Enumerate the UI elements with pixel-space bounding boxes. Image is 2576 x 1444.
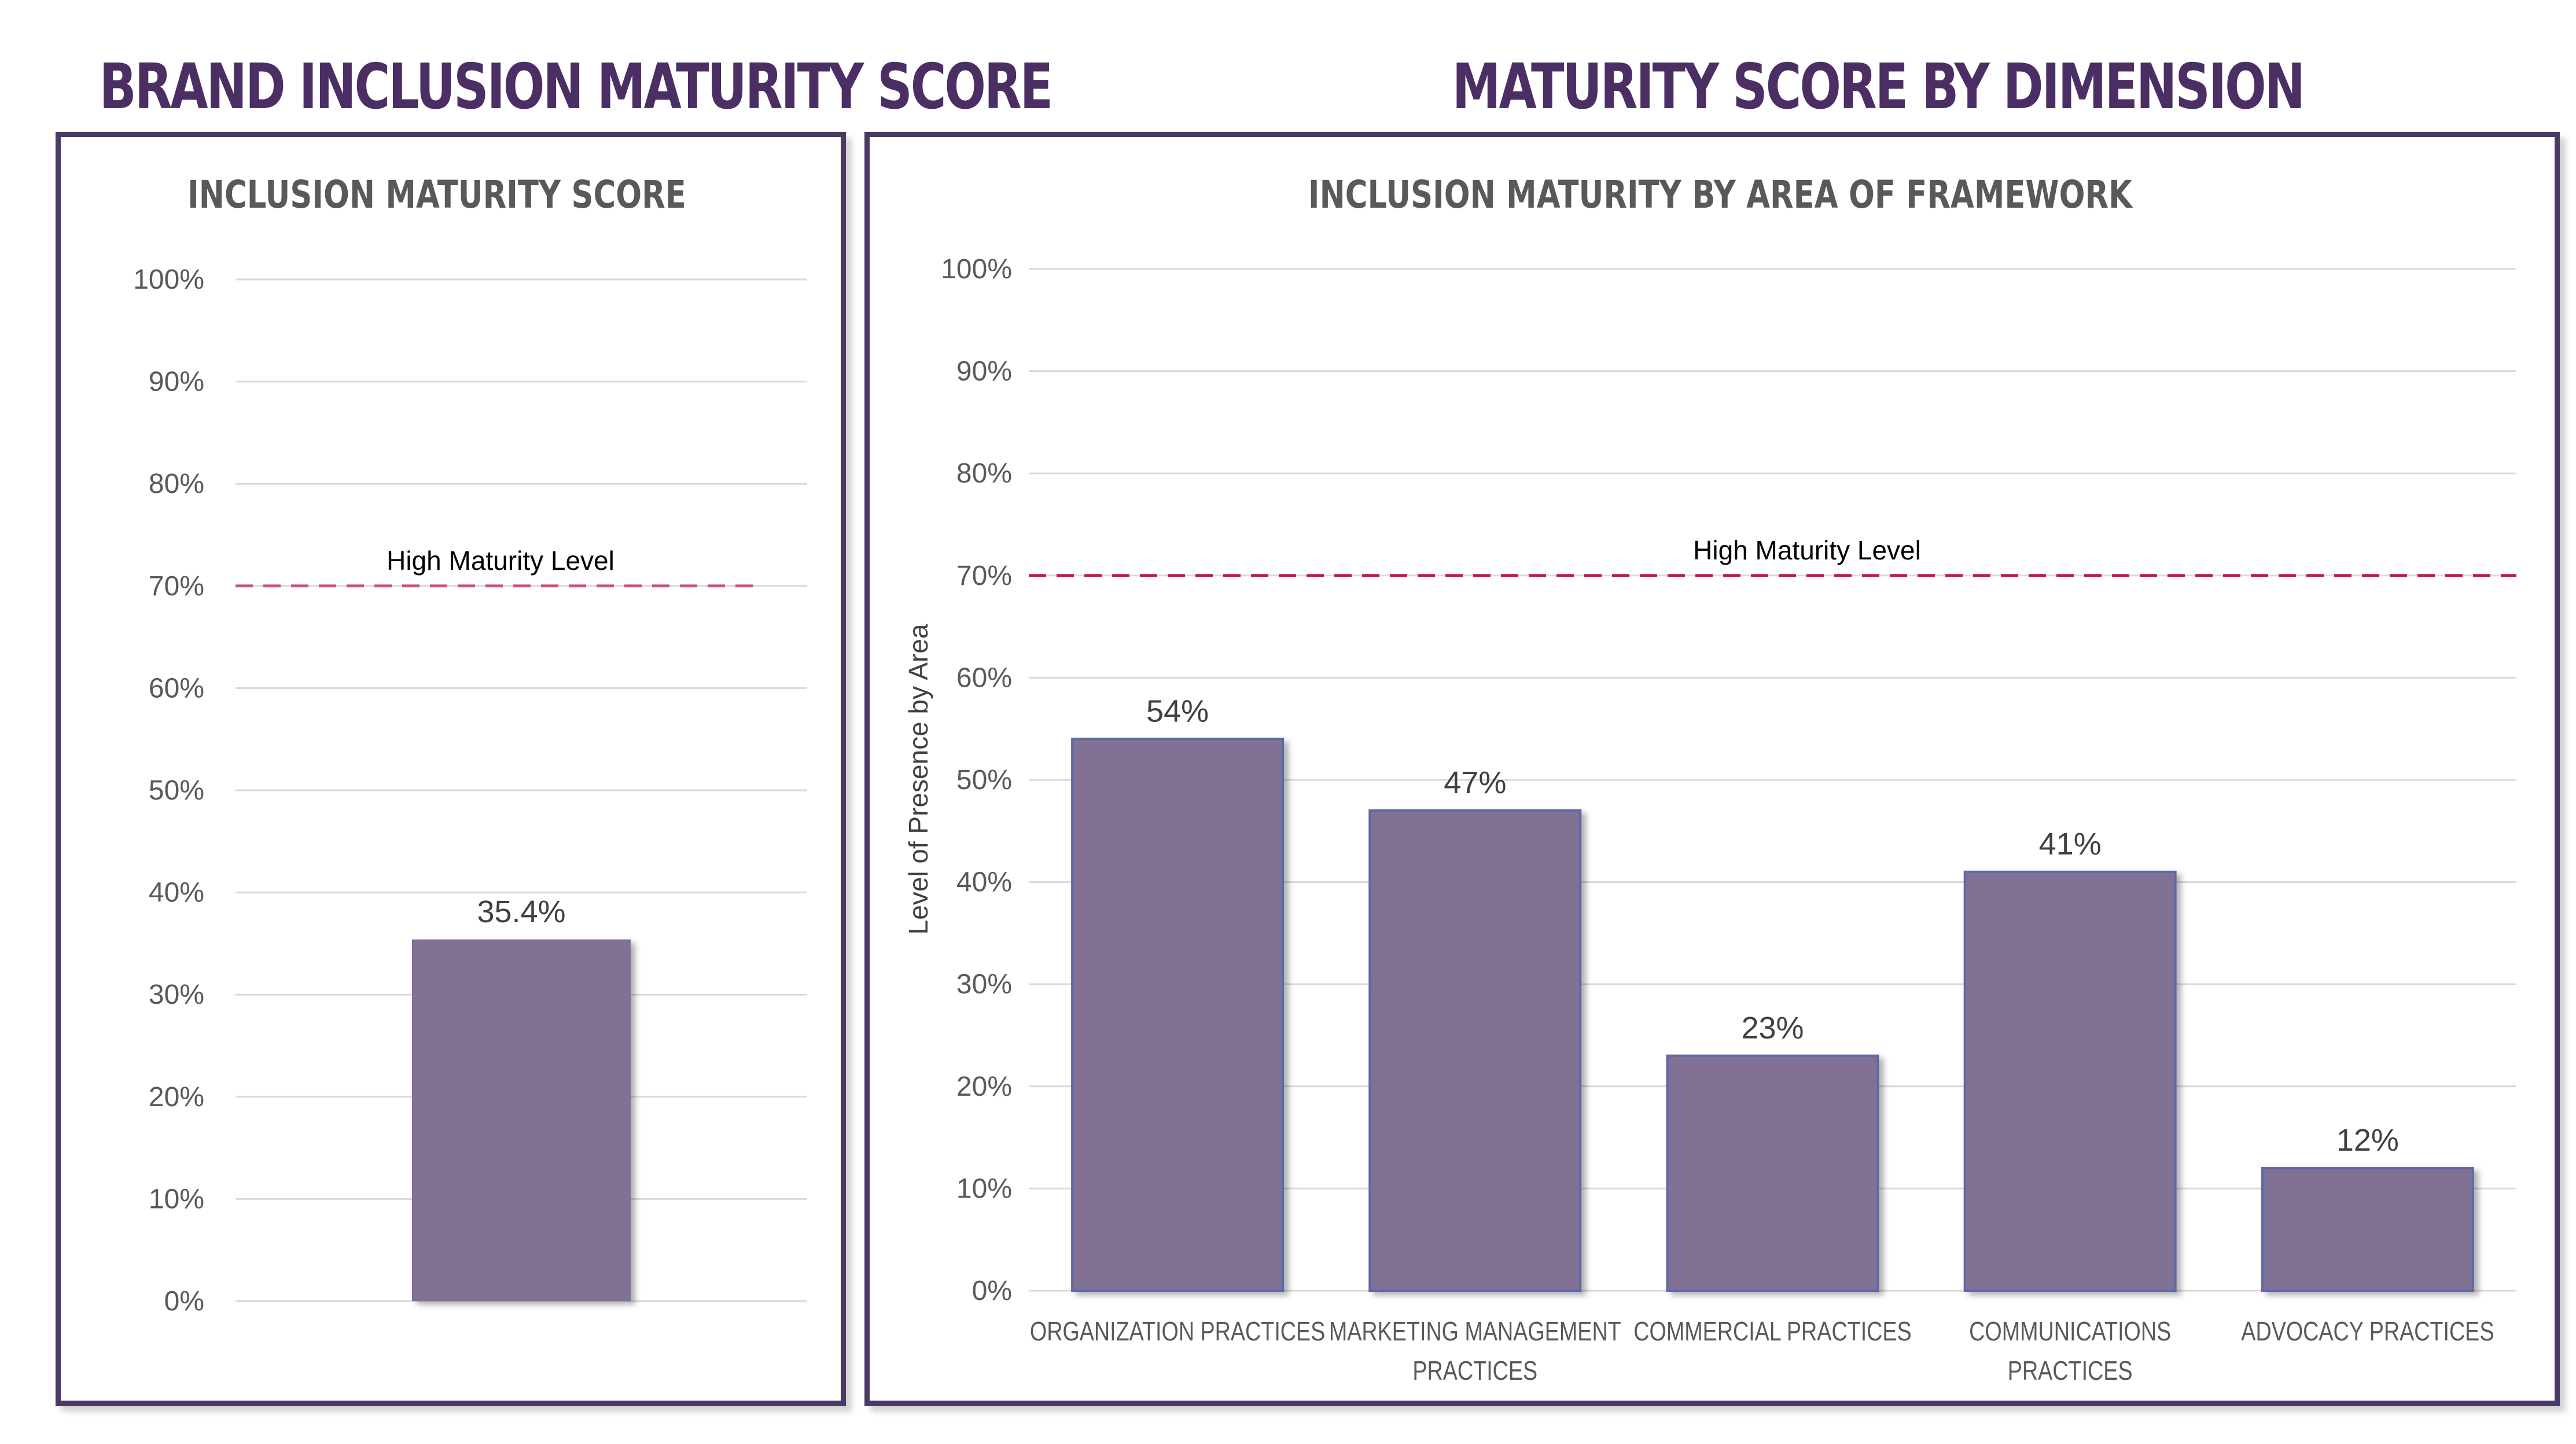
bar-data-label: 23% xyxy=(1741,1011,1804,1045)
y-tick-label: 0% xyxy=(972,1276,1012,1306)
bar xyxy=(1963,870,2177,1292)
y-tick-label: 80% xyxy=(149,469,204,499)
x-category-label: COMMUNICATIONS xyxy=(1969,1316,2171,1346)
bar-data-label: 12% xyxy=(2336,1123,2399,1158)
reference-line-label: High Maturity Level xyxy=(387,546,614,576)
bar-data-label: 41% xyxy=(2039,827,2102,861)
y-tick-label: 0% xyxy=(164,1286,204,1317)
y-tick-label: 90% xyxy=(149,367,204,397)
y-tick-label: 80% xyxy=(956,458,1012,489)
right-section-title: MATURITY SCORE BY DIMENSION xyxy=(1452,51,2305,123)
x-category-label: PRACTICES xyxy=(1412,1355,1537,1385)
chart-title: INCLUSION MATURITY SCORE xyxy=(187,173,686,217)
overall-score-chart: INCLUSION MATURITY SCORE 0% 10% 20% 30% 40% 50… xyxy=(133,173,807,1317)
bar xyxy=(1071,738,1285,1292)
dimension-score-chart: INCLUSION MATURITY BY AREA OF FRAMEWORK 0… xyxy=(903,173,2516,1386)
bar xyxy=(1666,1054,1879,1292)
x-category-label: MARKETING MANAGEMENT xyxy=(1329,1316,1621,1346)
y-tick-label: 100% xyxy=(941,254,1012,285)
reference-line-label: High Maturity Level xyxy=(1693,535,1921,565)
y-tick-label: 50% xyxy=(149,775,204,806)
bar-data-label: 35.4% xyxy=(477,894,565,929)
y-tick-label: 30% xyxy=(149,979,204,1010)
y-tick-label: 10% xyxy=(149,1184,204,1214)
bar xyxy=(1368,809,1582,1292)
left-section-title: BRAND INCLUSION MATURITY SCORE xyxy=(99,51,1054,123)
y-tick-label: 70% xyxy=(149,571,204,602)
bar-data-label: 47% xyxy=(1444,765,1506,800)
y-tick-label: 10% xyxy=(956,1173,1012,1204)
y-axis-label: Level of Presence by Area xyxy=(903,624,933,934)
y-tick-label: 40% xyxy=(956,867,1012,898)
bar xyxy=(2261,1167,2474,1292)
y-tick-label: 100% xyxy=(133,264,204,295)
chart-title: INCLUSION MATURITY BY AREA OF FRAMEWORK xyxy=(1308,173,2134,217)
y-tick-label: 60% xyxy=(956,662,1012,693)
y-tick-label: 30% xyxy=(956,969,1012,1000)
bar xyxy=(412,939,631,1301)
y-tick-label: 90% xyxy=(956,356,1012,387)
y-tick-label: 40% xyxy=(149,878,204,908)
overall-score-panel: INCLUSION MATURITY SCORE 0% 10% 20% 30% 40% 50… xyxy=(56,132,846,1406)
bar-data-label: 54% xyxy=(1146,694,1209,728)
dimension-score-panel: INCLUSION MATURITY BY AREA OF FRAMEWORK 0… xyxy=(864,132,2560,1406)
y-tick-label: 70% xyxy=(956,561,1012,591)
y-tick-label: 20% xyxy=(956,1071,1012,1102)
x-category-label: ORGANIZATION PRACTICES xyxy=(1030,1316,1325,1346)
y-tick-label: 20% xyxy=(149,1082,204,1113)
y-tick-label: 50% xyxy=(956,765,1012,795)
x-category-label: COMMERCIAL PRACTICES xyxy=(1633,1316,1911,1346)
x-category-label: PRACTICES xyxy=(2008,1355,2133,1385)
x-category-label: ADVOCACY PRACTICES xyxy=(2241,1316,2494,1346)
y-tick-label: 60% xyxy=(149,673,204,703)
